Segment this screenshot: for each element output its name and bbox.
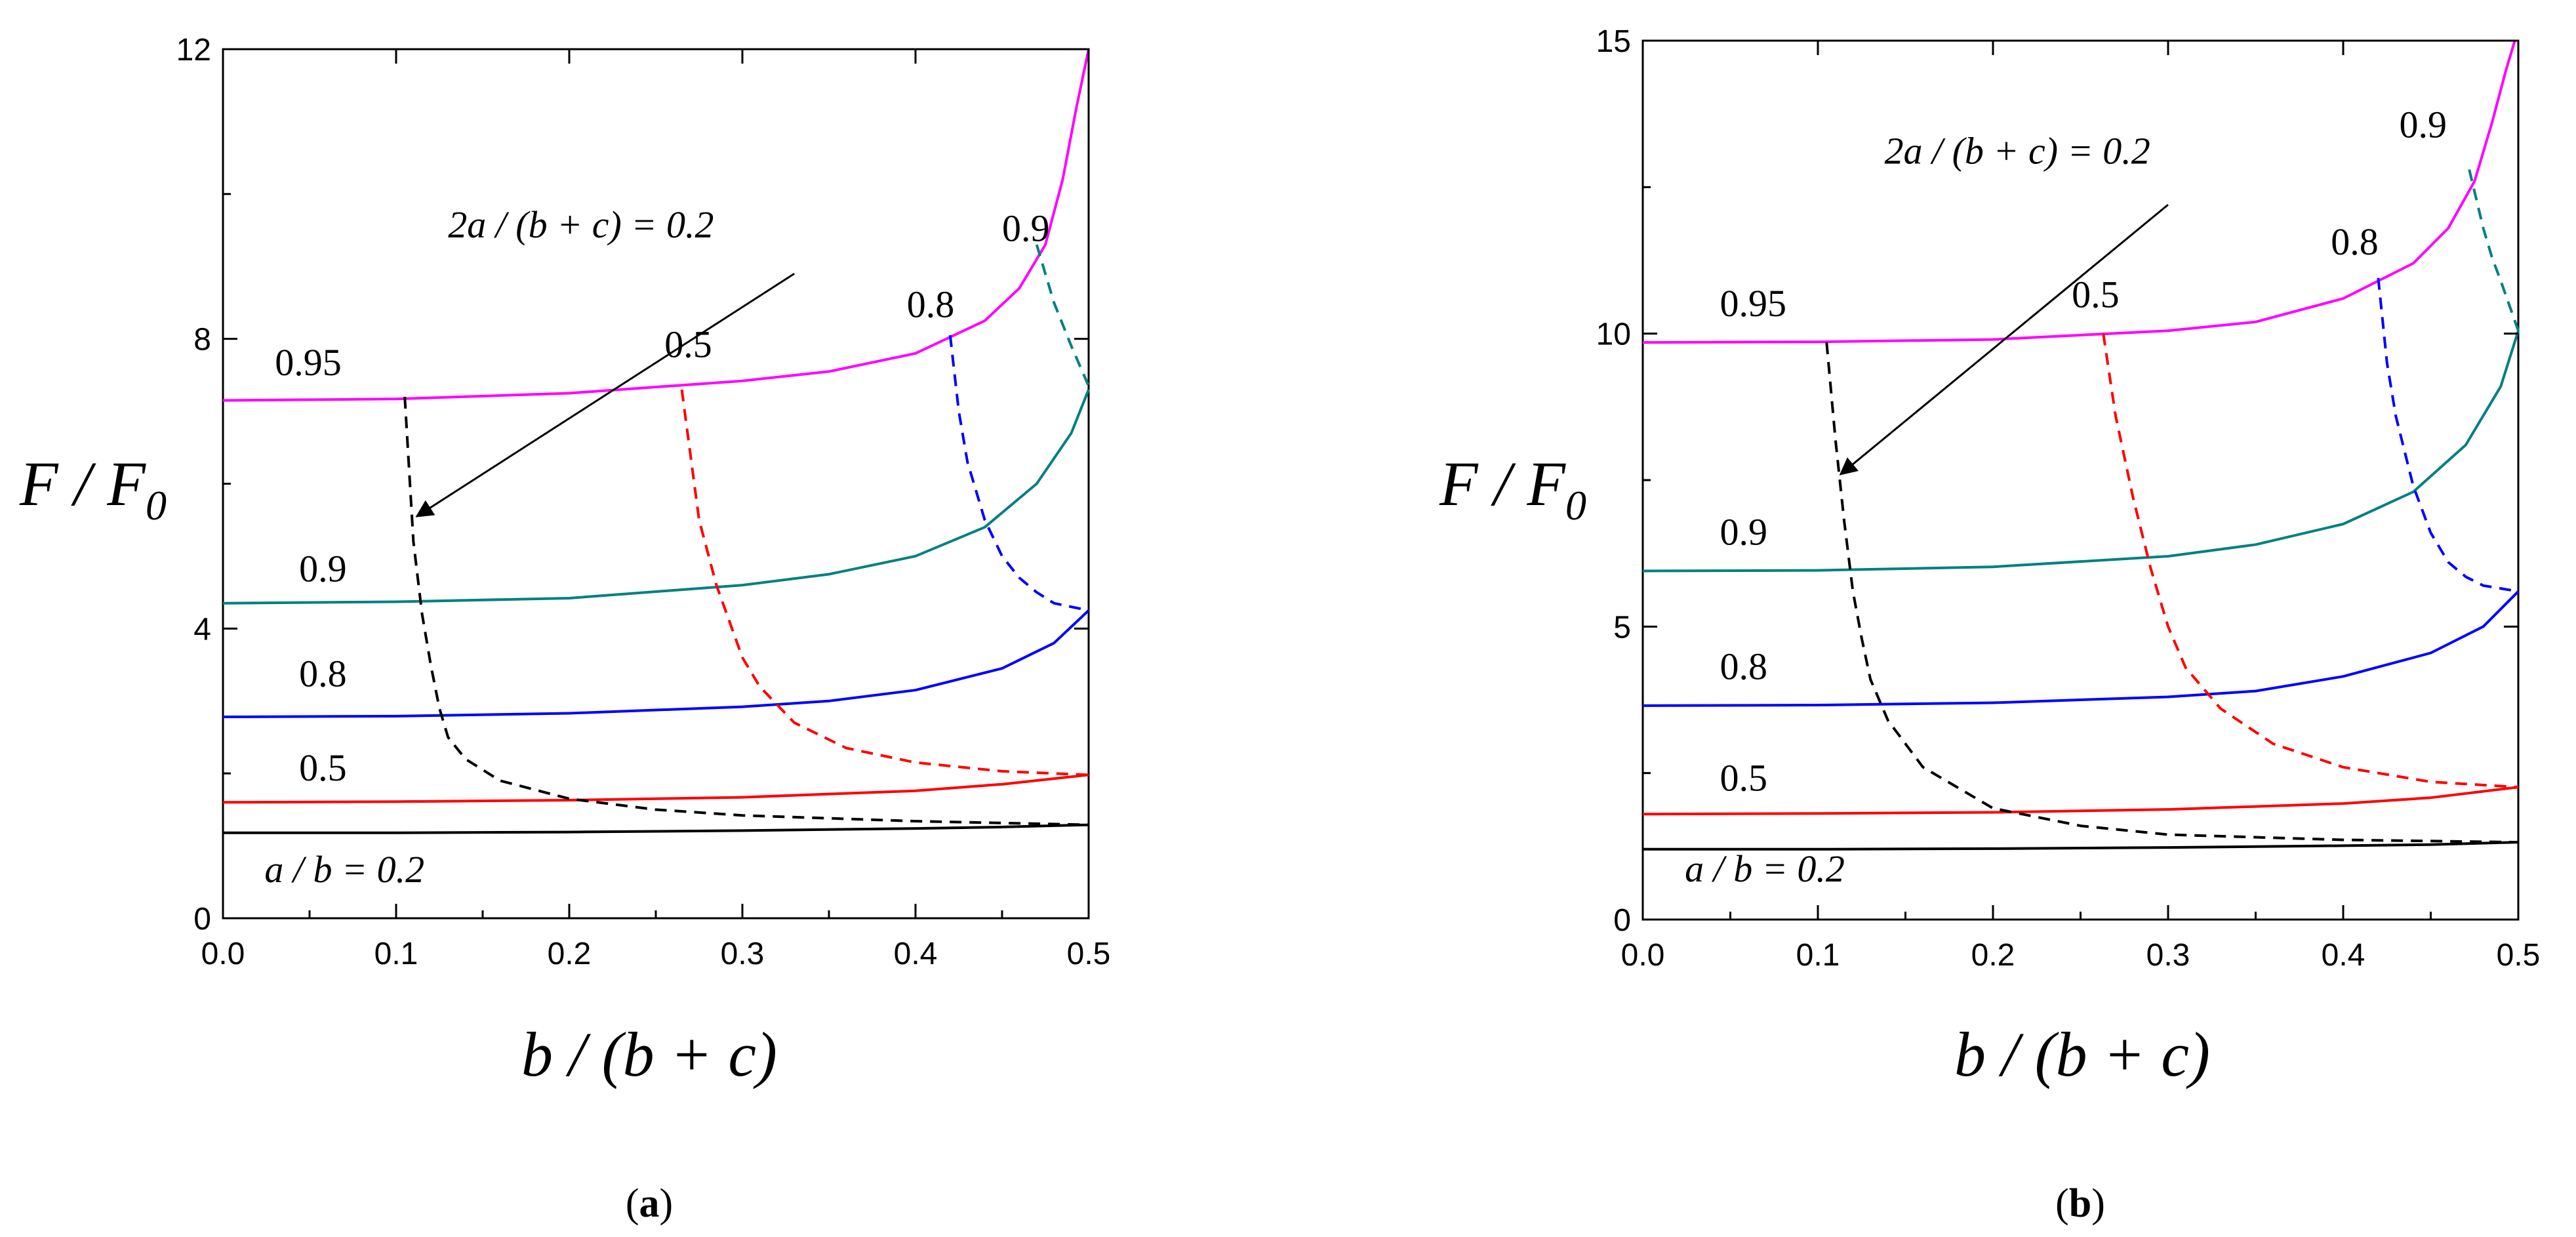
dashed-series-label: 0.9 bbox=[1002, 207, 1050, 250]
dashed-series-label: 0.8 bbox=[907, 283, 955, 326]
y-axis-label: F / F0 bbox=[1439, 449, 1586, 529]
series-label: 0.9 bbox=[299, 548, 347, 590]
series-line bbox=[223, 823, 1089, 834]
dashed-series-line bbox=[2102, 333, 2519, 789]
panel-caption: (b) bbox=[2055, 1181, 2105, 1226]
y-tick-label: 0 bbox=[193, 902, 211, 937]
y-tick-label: 8 bbox=[193, 323, 211, 357]
dashed-series-label: 0.5 bbox=[664, 323, 712, 365]
series-label: 0.5 bbox=[299, 746, 347, 789]
x-tick-label: 0.1 bbox=[1796, 938, 1840, 973]
x-tick-label: 0.5 bbox=[2497, 938, 2541, 973]
dashed-series-label: 0.8 bbox=[2331, 220, 2379, 263]
x-tick-label: 0.3 bbox=[2146, 938, 2190, 973]
x-tick-label: 0.2 bbox=[1971, 938, 2015, 973]
y-tick-label: 10 bbox=[1596, 317, 1631, 352]
panel-caption: (a) bbox=[626, 1181, 673, 1226]
tick-group: 0.0 0.1 0.2 0.3 0.4 0.5 0 4 8 12 bbox=[176, 33, 1111, 971]
plot-area bbox=[1641, 39, 2520, 921]
plot-area bbox=[222, 48, 1090, 920]
dashed-series-label: 0.5 bbox=[2072, 273, 2120, 315]
x-tick-label: 0.3 bbox=[721, 937, 765, 971]
y-tick-label: 5 bbox=[1613, 610, 1631, 645]
x-tick-label: 0.1 bbox=[374, 937, 418, 971]
series-label: a / b = 0.2 bbox=[1685, 847, 1845, 890]
series-label: 0.95 bbox=[275, 341, 342, 384]
annotation-arrow bbox=[1839, 203, 2169, 476]
series-line bbox=[1642, 786, 2519, 816]
dashed-series-line bbox=[2377, 277, 2519, 593]
series-label: 0.8 bbox=[1720, 645, 1767, 688]
y-axis-label: F / F0 bbox=[19, 449, 167, 529]
series-label: 0.9 bbox=[1720, 510, 1767, 553]
y-tick-label: 0 bbox=[1613, 903, 1631, 938]
plot-frame bbox=[1641, 39, 2520, 921]
x-tick-label: 0.4 bbox=[2322, 938, 2365, 973]
y-tick-label: 15 bbox=[1596, 24, 1631, 59]
series-line bbox=[1642, 590, 2520, 707]
dashed-series-line bbox=[403, 396, 1089, 826]
dashed-series-line bbox=[680, 389, 1089, 777]
series-labels: a / b = 0.2 0.5 0.8 0.9 0.95 0.5 0.8 0.9 bbox=[1685, 103, 2447, 890]
series-line bbox=[1642, 330, 2520, 573]
x-axis-label: b / (b + c) bbox=[521, 1019, 777, 1089]
tick-group: 0.0 0.1 0.2 0.3 0.4 0.5 0 5 10 15 bbox=[1596, 24, 2541, 973]
x-tick-label: 0.2 bbox=[548, 937, 592, 971]
dashed-series-line bbox=[948, 335, 1089, 612]
annotation-arrow bbox=[415, 273, 795, 517]
x-tick-label: 0.5 bbox=[1067, 937, 1111, 971]
series-label: 0.8 bbox=[299, 653, 347, 695]
dashed-series-line bbox=[2468, 169, 2520, 331]
x-tick-label: 0.0 bbox=[1621, 938, 1665, 973]
series-line bbox=[222, 609, 1090, 718]
series-line bbox=[1643, 841, 2519, 851]
series-label: 0.95 bbox=[1720, 282, 1786, 325]
series-line bbox=[222, 389, 1090, 605]
series-label: 0.5 bbox=[1720, 756, 1767, 799]
annotation-label: 2a / (b + c) = 0.2 bbox=[448, 203, 714, 246]
series-line bbox=[222, 773, 1089, 804]
series-label: a / b = 0.2 bbox=[264, 848, 424, 891]
annotation-label: 2a / (b + c) = 0.2 bbox=[1884, 130, 2150, 172]
dashed-series-line bbox=[1035, 244, 1090, 387]
dashed-series-line bbox=[1825, 342, 2519, 844]
series-labels: a / b = 0.2 0.5 0.8 0.9 0.95 0.5 0.8 0.9 bbox=[264, 207, 1049, 891]
y-tick-label: 12 bbox=[176, 33, 211, 68]
x-tick-label: 0.4 bbox=[894, 937, 938, 971]
x-axis-label: b / (b + c) bbox=[1954, 1019, 2210, 1089]
x-tick-label: 0.0 bbox=[201, 937, 245, 971]
y-tick-label: 4 bbox=[193, 612, 211, 647]
dashed-series-label: 0.9 bbox=[2399, 103, 2447, 146]
